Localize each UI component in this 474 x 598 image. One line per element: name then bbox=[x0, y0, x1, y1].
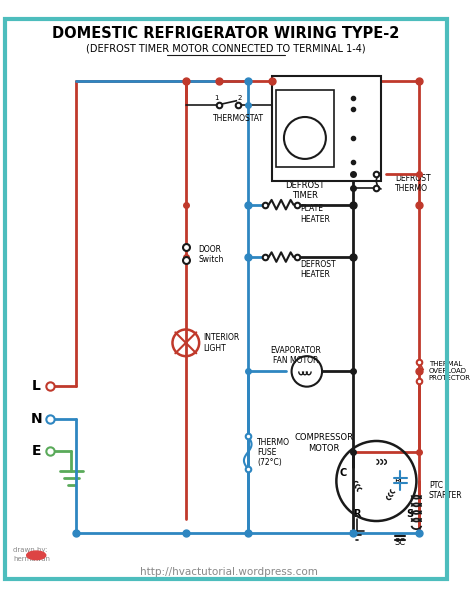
Text: http://hvactutorial.wordpress.com: http://hvactutorial.wordpress.com bbox=[140, 566, 318, 576]
Text: INTERIOR
LIGHT: INTERIOR LIGHT bbox=[203, 333, 239, 353]
Text: COMPRESSOR
MOTOR: COMPRESSOR MOTOR bbox=[294, 433, 354, 453]
Ellipse shape bbox=[27, 551, 46, 560]
Text: E: E bbox=[31, 444, 41, 457]
Text: DEFROST
TIMER: DEFROST TIMER bbox=[285, 181, 325, 200]
Text: M: M bbox=[297, 130, 312, 145]
Text: 4: 4 bbox=[341, 105, 346, 114]
Text: 2: 2 bbox=[341, 133, 346, 142]
Text: THERMO
FUSE
(72°C): THERMO FUSE (72°C) bbox=[257, 438, 290, 467]
Text: SC: SC bbox=[395, 538, 406, 547]
Text: PLATE
HEATER: PLATE HEATER bbox=[300, 205, 330, 224]
FancyBboxPatch shape bbox=[272, 76, 381, 181]
Text: 2: 2 bbox=[238, 95, 242, 101]
Text: 1: 1 bbox=[341, 157, 346, 166]
Text: THERMAL
OVERLOAD
PROTECTOR: THERMAL OVERLOAD PROTECTOR bbox=[429, 361, 471, 382]
Text: THERMOSTAT: THERMOSTAT bbox=[213, 114, 264, 123]
Text: »»»: »»» bbox=[29, 553, 43, 559]
Text: EVAPORATOR
FAN MOTOR: EVAPORATOR FAN MOTOR bbox=[270, 346, 321, 365]
Text: PTC
STARTER: PTC STARTER bbox=[429, 481, 463, 501]
Text: 1: 1 bbox=[214, 95, 219, 101]
Text: R: R bbox=[354, 509, 361, 519]
Text: drawn by:: drawn by: bbox=[13, 547, 48, 553]
FancyBboxPatch shape bbox=[276, 90, 334, 167]
Text: C: C bbox=[339, 468, 346, 478]
Text: (DEFROST TIMER MOTOR CONNECTED TO TERMINAL 1-4): (DEFROST TIMER MOTOR CONNECTED TO TERMIN… bbox=[86, 44, 365, 53]
Text: hermawan: hermawan bbox=[13, 556, 50, 562]
Text: S: S bbox=[406, 509, 413, 519]
Text: L: L bbox=[32, 379, 41, 393]
Text: DOMESTIC REFRIGERATOR WIRING TYPE-2: DOMESTIC REFRIGERATOR WIRING TYPE-2 bbox=[52, 26, 400, 41]
Text: DEFROST
HEATER: DEFROST HEATER bbox=[300, 260, 336, 279]
Text: 3: 3 bbox=[341, 93, 346, 102]
Text: RC: RC bbox=[394, 477, 406, 486]
Text: N: N bbox=[30, 412, 42, 426]
Text: DEFROST
THERMO: DEFROST THERMO bbox=[395, 174, 431, 193]
Text: DOOR
Switch: DOOR Switch bbox=[198, 245, 224, 264]
